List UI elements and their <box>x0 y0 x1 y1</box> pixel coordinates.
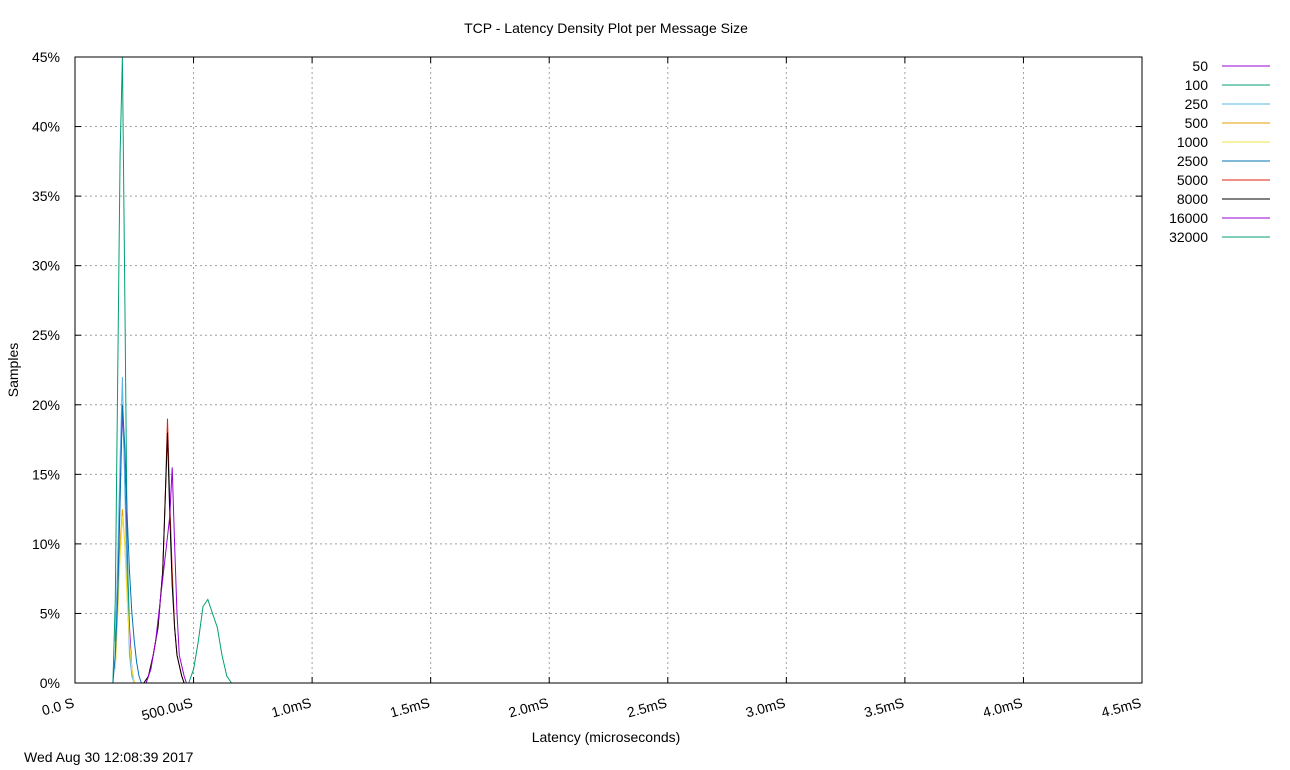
series-line-100 <box>112 56 135 684</box>
y-tick-label: 35% <box>32 188 60 204</box>
x-tick-label: 2.0mS <box>507 694 550 720</box>
series-line-8000 <box>143 432 185 684</box>
y-tick-label: 15% <box>32 466 60 482</box>
legend-label-16000: 16000 <box>1169 210 1208 226</box>
axis-ticks: 0% 5% 10% 15% 20% 25% 30% 35% 40% 45% 0.0 S 500.0uS… <box>32 49 1143 723</box>
y-tick-label: 0% <box>40 675 60 691</box>
grid-lines <box>75 57 1142 683</box>
x-tick-label: 1.0mS <box>270 694 313 720</box>
legend-label-50: 50 <box>1192 58 1208 74</box>
y-tick-label: 30% <box>32 258 60 274</box>
y-tick-label: 25% <box>32 327 60 343</box>
y-tick-label: 40% <box>32 119 60 135</box>
series-layer <box>112 56 232 684</box>
legend-label-2500: 2500 <box>1177 153 1208 169</box>
y-tick-label: 20% <box>32 397 60 413</box>
chart-title: TCP - Latency Density Plot per Message S… <box>464 20 748 36</box>
timestamp: Wed Aug 30 12:08:39 2017 <box>24 749 194 765</box>
legend-label-250: 250 <box>1185 96 1209 112</box>
y-tick-label: 5% <box>40 605 60 621</box>
y-tick-label: 10% <box>32 536 60 552</box>
x-tick-label: 4.5mS <box>1100 694 1143 720</box>
series-line-16000 <box>145 467 187 684</box>
legend-label-1000: 1000 <box>1177 134 1208 150</box>
series-line-2500 <box>112 404 142 684</box>
legend-label-5000: 5000 <box>1177 172 1208 188</box>
series-line-1000 <box>114 516 135 684</box>
legend-label-500: 500 <box>1185 115 1209 131</box>
series-line-32000 <box>188 598 232 684</box>
legend: 50 100 250 500 1000 2500 5000 8000 16000 32000 <box>1169 58 1270 245</box>
y-axis-label: Samples <box>5 343 21 397</box>
x-tick-label: 2.5mS <box>625 694 668 720</box>
x-axis-label: Latency (microseconds) <box>532 729 681 745</box>
x-tick-label: 0.0 S <box>40 694 76 718</box>
legend-label-100: 100 <box>1185 77 1209 93</box>
x-tick-label: 500.0uS <box>140 694 195 723</box>
legend-label-32000: 32000 <box>1169 229 1208 245</box>
series-line-250 <box>114 376 135 684</box>
x-tick-label: 3.5mS <box>862 694 905 720</box>
y-tick-label: 45% <box>32 49 60 65</box>
x-tick-label: 4.0mS <box>981 694 1024 720</box>
plot-frame <box>74 56 1143 684</box>
legend-label-8000: 8000 <box>1177 191 1208 207</box>
x-tick-label: 1.5mS <box>388 694 431 720</box>
x-tick-label: 3.0mS <box>744 694 787 720</box>
